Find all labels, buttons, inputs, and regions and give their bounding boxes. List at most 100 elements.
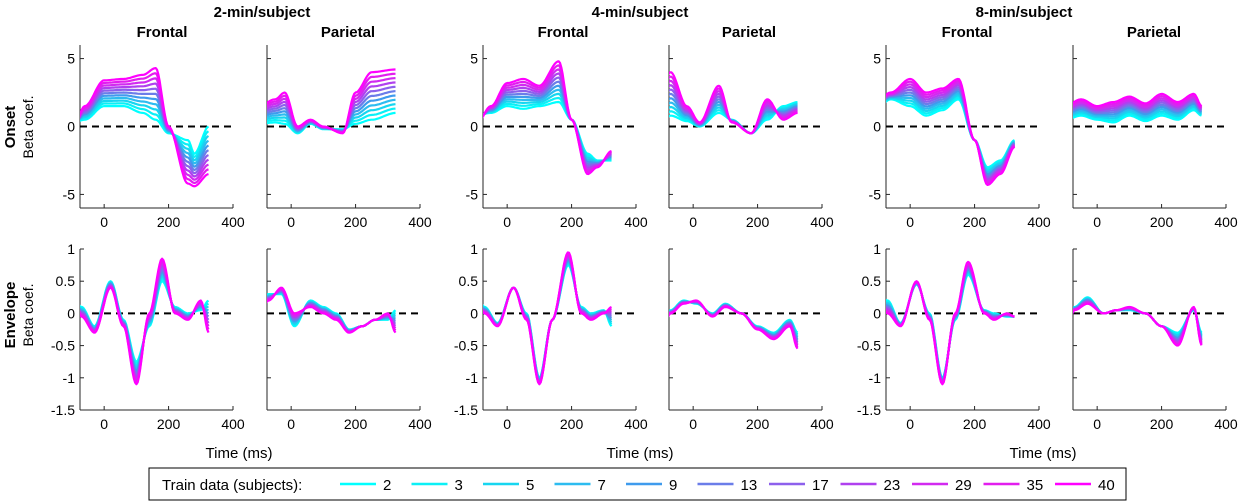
y-tick-label: -1	[466, 370, 479, 386]
xlabel-2min: Time (ms)	[206, 445, 273, 462]
series-line-3	[1073, 107, 1203, 122]
x-tick-label: 200	[746, 214, 770, 230]
series-line-2	[80, 280, 210, 363]
x-tick-label: 0	[689, 416, 697, 432]
legend-label-7: 7	[598, 477, 606, 494]
series-line-17	[886, 86, 1016, 179]
series-line-35	[1073, 94, 1203, 109]
y-tick-label: -5	[466, 186, 479, 202]
series-group	[80, 257, 210, 386]
y-tick-label: -0.5	[51, 338, 75, 354]
series-line-29	[886, 82, 1016, 183]
x-tick-label: 0	[287, 214, 295, 230]
x-tick-label: 200	[746, 416, 770, 432]
x-tick-label: 200	[344, 214, 368, 230]
series-line-13	[483, 80, 612, 165]
x-tick-label: 200	[157, 416, 181, 432]
condition-title-2min: 2-min/subject	[214, 4, 311, 21]
y-tick-label: 0.5	[862, 273, 882, 289]
x-tick-label: 400	[408, 416, 432, 432]
series-line-2	[886, 98, 1016, 169]
series-line-2	[1073, 109, 1202, 124]
x-tick-label: 200	[963, 416, 987, 432]
series-line-40	[886, 260, 1015, 386]
x-tick-label: 200	[560, 416, 584, 432]
ylabel-envelope: Beta coef.	[20, 283, 36, 346]
series-group	[483, 60, 612, 176]
x-tick-label: 200	[344, 416, 368, 432]
series-line-7	[1073, 104, 1203, 118]
x-tick-label: 400	[1214, 214, 1238, 230]
legend-label-29: 29	[955, 477, 972, 494]
legend-label-2: 2	[383, 477, 391, 494]
series-line-5	[80, 99, 210, 162]
legend-label-23: 23	[884, 477, 901, 494]
x-tick-label: 400	[1027, 214, 1051, 230]
series-line-29	[1073, 96, 1203, 110]
series-line-40	[669, 71, 798, 135]
region-title-frontal-8min: Frontal	[942, 24, 993, 41]
y-tick-label: 5	[873, 51, 881, 67]
x-tick-label: 400	[810, 416, 834, 432]
x-tick-label: 200	[1150, 416, 1174, 432]
series-group	[1073, 92, 1203, 124]
x-tick-label: 0	[503, 214, 511, 230]
series-line-13	[1073, 100, 1203, 114]
series-line-40	[886, 77, 1016, 186]
legend-title: Train data (subjects):	[162, 477, 302, 494]
panel-envelope-8-min-frontal: -1.5 -1 -0.5 0 0.5 1 0 200 400	[857, 241, 1051, 432]
series-group	[483, 251, 613, 386]
y-tick-label: 0.5	[56, 273, 76, 289]
panel-envelope-4-min-frontal: -1.5 -1 -0.5 0 0.5 1 0 200 400	[454, 241, 648, 432]
x-tick-label: 200	[157, 214, 181, 230]
y-tick-label: -1.5	[51, 402, 75, 418]
series-line-40	[80, 67, 209, 188]
series-line-3	[80, 277, 209, 366]
series-group	[267, 68, 396, 135]
panel-onset-4-min-parietal: 0 200 400	[668, 45, 834, 230]
y-tick-label: 0	[873, 119, 881, 135]
series-line-13	[886, 88, 1016, 178]
x-tick-label: 0	[906, 214, 914, 230]
x-tick-label: 0	[100, 214, 108, 230]
x-tick-label: 400	[624, 214, 648, 230]
x-tick-label: 0	[1093, 214, 1101, 230]
y-tick-label: 5	[67, 51, 75, 67]
series-line-13	[1073, 299, 1203, 341]
y-tick-label: -5	[869, 186, 882, 202]
x-tick-label: 400	[1214, 416, 1238, 432]
legend-label-13: 13	[741, 477, 758, 494]
y-tick-label: -1.5	[857, 402, 881, 418]
series-group	[669, 299, 799, 350]
x-tick-label: 200	[1150, 214, 1174, 230]
series-line-5	[80, 275, 209, 368]
series-line-40	[1073, 302, 1203, 347]
legend-label-3: 3	[455, 477, 463, 494]
legend-label-17: 17	[812, 477, 829, 494]
y-tick-label: -1	[63, 370, 76, 386]
series-group	[886, 260, 1015, 386]
region-title-parietal-4min: Parietal	[722, 24, 776, 41]
row-title-onset: Onset	[2, 106, 19, 149]
y-tick-label: 0	[67, 119, 75, 135]
x-tick-label: 200	[963, 214, 987, 230]
x-tick-label: 0	[1093, 416, 1101, 432]
x-tick-label: 400	[1027, 416, 1051, 432]
y-tick-label: 1	[67, 241, 75, 257]
series-line-9	[1073, 102, 1203, 116]
series-group	[1073, 296, 1203, 347]
series-line-40	[80, 257, 210, 386]
y-tick-label: -0.5	[857, 338, 881, 354]
series-line-5	[1073, 105, 1203, 120]
series-line-40	[669, 299, 799, 350]
y-tick-label: -0.5	[454, 338, 478, 354]
panels-group: -5 0 5 0 200 400 0 200 400 -5 0 5 0 200 400 0 200 400 -5 0 5…	[51, 45, 1238, 432]
x-tick-label: 400	[221, 416, 245, 432]
y-tick-label: -1	[869, 370, 882, 386]
x-tick-label: 0	[689, 214, 697, 230]
series-group	[886, 77, 1016, 186]
x-tick-label: 0	[100, 416, 108, 432]
series-line-40	[483, 60, 612, 176]
x-tick-label: 400	[408, 214, 432, 230]
